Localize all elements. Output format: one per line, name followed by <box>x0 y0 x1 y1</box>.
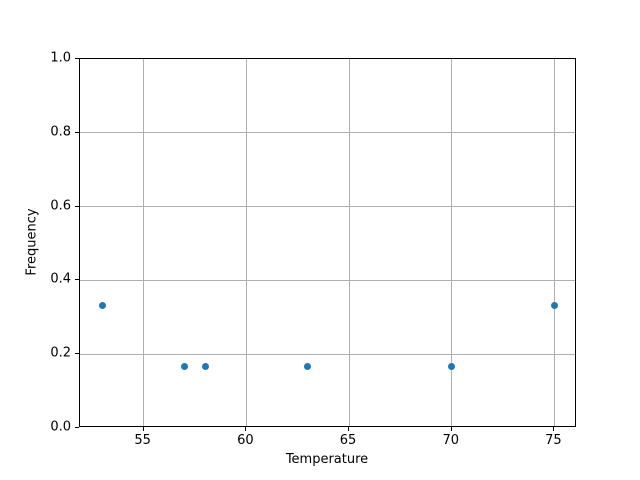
x-tick-mark <box>245 427 247 431</box>
data-point <box>448 362 456 370</box>
y-tick-mark <box>75 427 79 428</box>
y-tick-mark <box>75 279 79 281</box>
data-point <box>201 362 209 370</box>
x-tick-label: 60 <box>237 433 254 448</box>
data-point <box>304 362 312 370</box>
y-gridline <box>80 206 575 208</box>
x-tick-label: 55 <box>134 433 151 448</box>
x-gridline <box>451 59 453 426</box>
x-gridline <box>348 59 350 426</box>
x-tick-label: 70 <box>442 433 459 448</box>
x-tick-mark <box>142 427 144 431</box>
x-axis-label: Temperature <box>285 452 369 467</box>
plot-area <box>79 58 576 427</box>
x-tick-label: 75 <box>545 433 562 448</box>
y-tick-label: 0.2 <box>50 345 71 361</box>
data-point <box>550 301 558 309</box>
y-tick-label: 0.4 <box>50 271 71 287</box>
y-tick-label: 0.0 <box>50 419 71 435</box>
y-axis-label: Frequency <box>24 208 40 276</box>
y-tick-label: 1.0 <box>50 50 71 66</box>
y-tick-mark <box>75 353 79 355</box>
data-point <box>99 301 107 309</box>
x-gridline <box>245 59 247 426</box>
y-gridline <box>80 279 575 281</box>
x-gridline <box>553 59 555 426</box>
y-tick-label: 0.8 <box>50 124 71 140</box>
x-gridline <box>143 59 145 426</box>
x-tick-mark <box>450 427 452 431</box>
x-tick-mark <box>553 427 555 431</box>
y-tick-mark <box>75 58 79 59</box>
y-tick-mark <box>75 205 79 207</box>
y-tick-label: 0.6 <box>50 198 71 214</box>
y-gridline <box>80 353 575 355</box>
x-tick-label: 65 <box>339 433 357 448</box>
y-gridline <box>80 132 575 134</box>
y-tick-mark <box>75 131 79 133</box>
x-tick-mark <box>348 427 350 431</box>
data-point <box>181 362 189 370</box>
